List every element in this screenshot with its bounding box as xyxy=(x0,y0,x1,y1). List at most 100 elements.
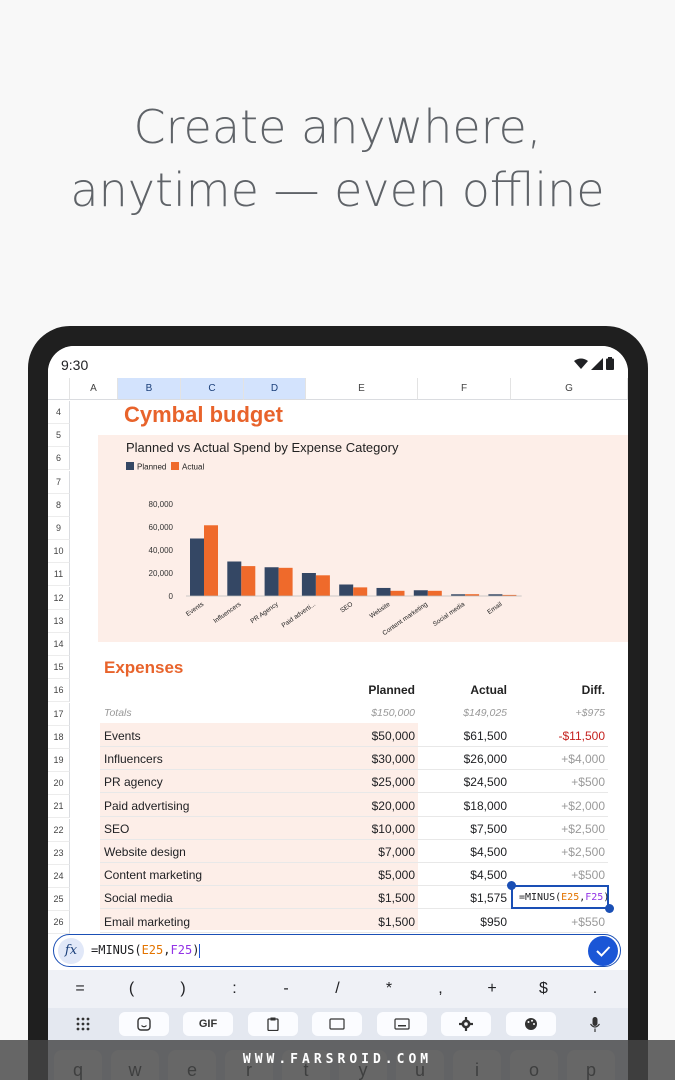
settings-gear-icon[interactable] xyxy=(441,1012,491,1036)
sticker-icon[interactable] xyxy=(119,1012,169,1036)
text-cursor xyxy=(199,943,201,958)
row-header[interactable]: 5 xyxy=(48,424,70,448)
column-header-a[interactable]: A xyxy=(70,378,118,400)
symbol-key[interactable]: / xyxy=(335,980,340,997)
expense-diff: +$2,500 xyxy=(561,821,605,836)
column-header-g[interactable]: G xyxy=(511,378,628,400)
row-header[interactable]: 25 xyxy=(48,888,70,912)
row-header[interactable]: 24 xyxy=(48,865,70,888)
x-tick-label: Paid adverti... xyxy=(280,601,317,630)
symbol-key[interactable]: : xyxy=(232,980,237,997)
clipboard-icon[interactable] xyxy=(248,1012,298,1036)
keyboard-layout-icon[interactable] xyxy=(377,1012,427,1036)
theme-palette-icon[interactable] xyxy=(506,1012,556,1036)
confirm-button[interactable] xyxy=(588,936,618,966)
formula-input[interactable]: =MINUS(E25,F25) xyxy=(91,943,201,958)
fx-icon[interactable]: fx xyxy=(58,938,84,964)
status-time: 9:30 xyxy=(61,357,89,373)
x-tick-label: SEO xyxy=(339,601,354,615)
row-header[interactable]: 8 xyxy=(48,493,70,517)
header-actual: Actual xyxy=(470,683,507,697)
gif-button[interactable]: GIF xyxy=(183,1012,233,1036)
bar-actual xyxy=(465,594,480,596)
column-header-c[interactable]: C xyxy=(181,378,244,400)
column-header-b[interactable]: B xyxy=(118,378,181,400)
bar-planned xyxy=(301,573,316,596)
y-tick-label: 20,000 xyxy=(149,569,174,578)
bar-planned xyxy=(376,587,391,596)
row-divider xyxy=(100,885,608,887)
row-header[interactable]: 12 xyxy=(48,586,70,610)
row-header[interactable]: 26 xyxy=(48,911,70,935)
expense-actual: $61,500 xyxy=(463,729,507,743)
corner-cell[interactable] xyxy=(48,378,70,400)
expense-diff: +$500 xyxy=(571,775,605,790)
formula-ref-e25: E25 xyxy=(141,943,164,957)
formula-bar[interactable]: fx =MINUS(E25,F25) xyxy=(53,934,621,967)
row-header[interactable]: 16 xyxy=(48,679,70,703)
expense-diff: +$4,000 xyxy=(561,752,605,767)
row-header[interactable]: 15 xyxy=(48,656,70,680)
row-header[interactable]: 7 xyxy=(48,470,70,494)
expense-labels-background xyxy=(100,723,306,930)
selected-cell-g25[interactable]: =MINUS(E25,F25) xyxy=(511,885,609,909)
row-header[interactable]: 13 xyxy=(48,609,70,633)
formula-suffix: ) xyxy=(192,943,200,957)
symbol-key[interactable]: + xyxy=(487,980,497,997)
formula-ref-f25: F25 xyxy=(170,943,193,957)
bar-actual xyxy=(241,566,256,596)
row-header[interactable]: 17 xyxy=(48,702,70,726)
row-header[interactable]: 11 xyxy=(48,563,70,587)
one-handed-icon[interactable] xyxy=(312,1012,362,1036)
selected-cell-ref-e25: E25 xyxy=(561,892,580,903)
row-header[interactable]: 9 xyxy=(48,517,70,540)
chart-svg[interactable]: Planned Actual 80,000 60,000 40,000 20,000 0 Ev… xyxy=(118,458,538,638)
x-tick-label: Influencers xyxy=(212,600,243,624)
symbol-key[interactable]: $ xyxy=(539,980,548,997)
symbol-key[interactable]: = xyxy=(75,980,85,997)
symbol-key[interactable]: . xyxy=(592,980,598,997)
tablet-screen: 9:30 A B C D E F G 4 5 6 7 8 9 10 11 12 13 14 15 16 1… xyxy=(48,346,628,1080)
column-header-f[interactable]: F xyxy=(418,378,511,400)
expense-diff: -$11,500 xyxy=(558,729,605,743)
row-header[interactable]: 4 xyxy=(48,401,70,424)
row-header[interactable]: 22 xyxy=(48,818,70,842)
symbol-key-row: = (): - / *, + $. xyxy=(48,970,628,1012)
symbol-key[interactable]: * xyxy=(385,980,393,997)
symbol-key[interactable]: ) xyxy=(180,980,186,997)
row-header[interactable]: 19 xyxy=(48,749,70,772)
selection-handle-bottom[interactable] xyxy=(605,904,614,913)
row-header[interactable]: 23 xyxy=(48,841,70,865)
row-divider xyxy=(100,862,608,863)
chart-title: Planned vs Actual Spend by Expense Categ… xyxy=(126,440,399,455)
expense-planned: $5,000 xyxy=(378,868,415,883)
symbol-key[interactable]: ( xyxy=(128,980,135,997)
formula-sep: , xyxy=(163,943,171,957)
apps-grid-icon[interactable] xyxy=(58,1012,108,1036)
x-tick-label: Website xyxy=(368,601,391,620)
check-icon xyxy=(596,946,611,957)
status-icons xyxy=(574,357,614,370)
expense-label: Email marketing xyxy=(104,914,191,929)
row-header[interactable]: 6 xyxy=(48,447,70,471)
row-header[interactable]: 20 xyxy=(48,772,70,796)
expense-planned: $25,000 xyxy=(371,775,415,790)
row-header[interactable]: 14 xyxy=(48,633,70,656)
expense-actual: $18,000 xyxy=(463,798,507,813)
microphone-icon[interactable] xyxy=(570,1012,620,1036)
row-divider xyxy=(100,838,608,840)
expense-diff: +$500 xyxy=(571,868,605,883)
row-header[interactable]: 21 xyxy=(48,795,70,819)
symbol-key[interactable]: , xyxy=(438,980,443,997)
x-tick-label: PR Agency xyxy=(249,600,280,625)
symbol-key[interactable]: - xyxy=(283,980,289,997)
totals-actual: $149,025 xyxy=(463,707,507,719)
selection-handle-top[interactable] xyxy=(507,881,516,890)
header-diff: Diff. xyxy=(581,683,605,697)
row-header[interactable]: 10 xyxy=(48,540,70,564)
row-divider xyxy=(100,769,608,771)
column-header-e[interactable]: E xyxy=(306,378,418,400)
row-header[interactable]: 18 xyxy=(48,725,70,749)
expense-actual: $950 xyxy=(480,914,507,929)
column-header-d[interactable]: D xyxy=(244,378,306,400)
